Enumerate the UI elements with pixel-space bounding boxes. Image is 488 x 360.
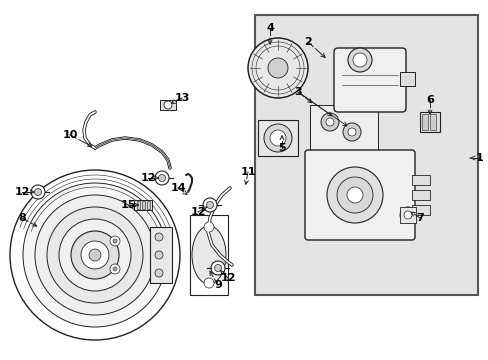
Circle shape xyxy=(155,251,163,259)
Circle shape xyxy=(399,207,415,223)
FancyBboxPatch shape xyxy=(333,48,405,112)
Circle shape xyxy=(113,239,117,243)
Circle shape xyxy=(203,198,217,212)
Circle shape xyxy=(35,195,155,315)
Circle shape xyxy=(155,269,163,277)
Text: 12: 12 xyxy=(14,187,30,197)
Bar xyxy=(411,205,429,215)
Circle shape xyxy=(342,123,360,141)
Circle shape xyxy=(347,48,371,72)
Bar xyxy=(399,72,414,86)
Text: 14: 14 xyxy=(170,183,185,193)
Circle shape xyxy=(89,249,101,261)
Circle shape xyxy=(269,130,285,146)
Text: 6: 6 xyxy=(425,95,433,105)
Bar xyxy=(147,201,150,209)
Circle shape xyxy=(214,265,221,271)
Bar xyxy=(150,227,172,283)
Text: 11: 11 xyxy=(240,167,255,177)
Text: 10: 10 xyxy=(62,130,78,140)
Bar xyxy=(254,15,477,295)
Circle shape xyxy=(336,177,372,213)
Text: 3: 3 xyxy=(294,87,301,97)
Circle shape xyxy=(81,241,109,269)
Bar xyxy=(190,215,227,295)
Circle shape xyxy=(267,58,287,78)
Text: 12: 12 xyxy=(140,173,156,183)
FancyBboxPatch shape xyxy=(305,150,414,240)
Circle shape xyxy=(210,261,224,275)
Bar xyxy=(258,120,297,156)
Circle shape xyxy=(352,53,366,67)
Bar xyxy=(429,114,435,130)
Circle shape xyxy=(71,231,119,279)
Circle shape xyxy=(346,187,362,203)
Circle shape xyxy=(403,211,411,219)
Bar xyxy=(137,201,140,209)
Circle shape xyxy=(264,124,291,152)
Circle shape xyxy=(110,264,120,274)
Circle shape xyxy=(325,118,333,126)
Text: 13: 13 xyxy=(174,93,189,103)
Bar xyxy=(142,201,145,209)
Circle shape xyxy=(35,189,41,195)
Circle shape xyxy=(155,233,163,241)
Text: 7: 7 xyxy=(415,213,423,223)
Circle shape xyxy=(247,38,307,98)
Text: 12: 12 xyxy=(190,207,205,217)
Circle shape xyxy=(110,236,120,246)
Circle shape xyxy=(203,222,214,232)
Text: 15: 15 xyxy=(120,200,135,210)
Circle shape xyxy=(203,278,214,288)
Text: 8: 8 xyxy=(18,213,26,223)
Bar xyxy=(411,190,429,200)
Circle shape xyxy=(320,113,338,131)
Circle shape xyxy=(163,101,172,109)
Circle shape xyxy=(158,175,165,181)
Bar xyxy=(309,105,377,170)
Ellipse shape xyxy=(192,226,225,284)
Text: 4: 4 xyxy=(265,23,273,33)
Bar xyxy=(419,112,439,132)
Bar xyxy=(160,100,176,110)
Text: 1: 1 xyxy=(475,153,483,163)
Text: 2: 2 xyxy=(304,37,311,47)
Text: 9: 9 xyxy=(214,280,222,290)
Text: 5: 5 xyxy=(278,143,285,153)
Circle shape xyxy=(47,207,142,303)
Circle shape xyxy=(326,167,382,223)
Bar xyxy=(134,200,152,210)
Bar xyxy=(399,207,415,223)
Circle shape xyxy=(10,170,180,340)
Circle shape xyxy=(155,171,169,185)
Text: 12: 12 xyxy=(220,273,235,283)
Circle shape xyxy=(113,267,117,271)
Circle shape xyxy=(206,202,213,208)
Bar xyxy=(411,175,429,185)
Circle shape xyxy=(59,219,131,291)
Circle shape xyxy=(23,183,167,327)
Circle shape xyxy=(347,128,355,136)
Circle shape xyxy=(31,185,45,199)
Bar xyxy=(421,114,427,130)
